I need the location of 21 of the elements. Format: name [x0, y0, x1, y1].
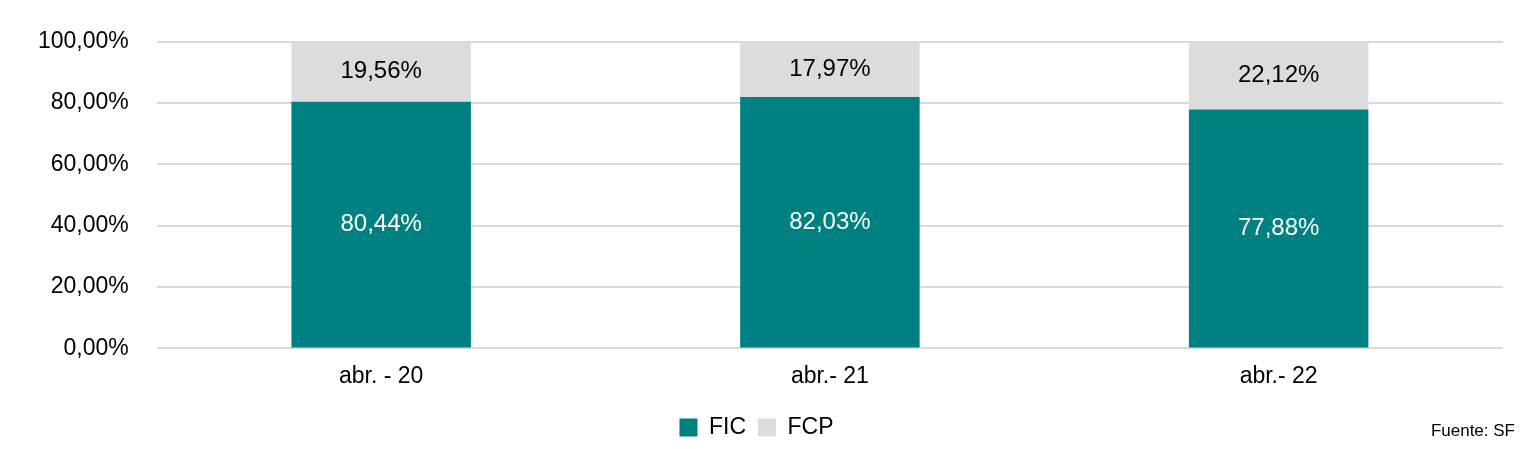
x-tick-label: abr.- 21 [790, 361, 869, 388]
legend-label: FCP [787, 412, 834, 439]
y-tick-label: 80,00% [50, 88, 129, 115]
legend-label: FIC [708, 412, 747, 439]
y-tick-label: 60,00% [50, 149, 129, 176]
data-label: 77,88% [1237, 213, 1320, 241]
x-tick-label: abr.- 22 [1239, 361, 1318, 388]
y-tick-label: 40,00% [50, 211, 129, 238]
bar [740, 96, 920, 348]
data-label: 82,03% [789, 206, 871, 234]
data-label: 17,97% [789, 53, 871, 81]
y-tick-label: 20,00% [50, 272, 129, 299]
x-tick-label: abr. - 20 [338, 361, 424, 388]
data-label: 19,56% [340, 56, 422, 84]
source-note: Fuente: SF [1430, 421, 1515, 441]
data-label: 22,12% [1237, 60, 1320, 88]
bar [1188, 109, 1369, 348]
y-tick-label: 100,00% [37, 27, 129, 54]
data-label: 80,44% [340, 209, 422, 237]
y-tick-label: 0,00% [63, 333, 129, 360]
bar [291, 101, 471, 348]
